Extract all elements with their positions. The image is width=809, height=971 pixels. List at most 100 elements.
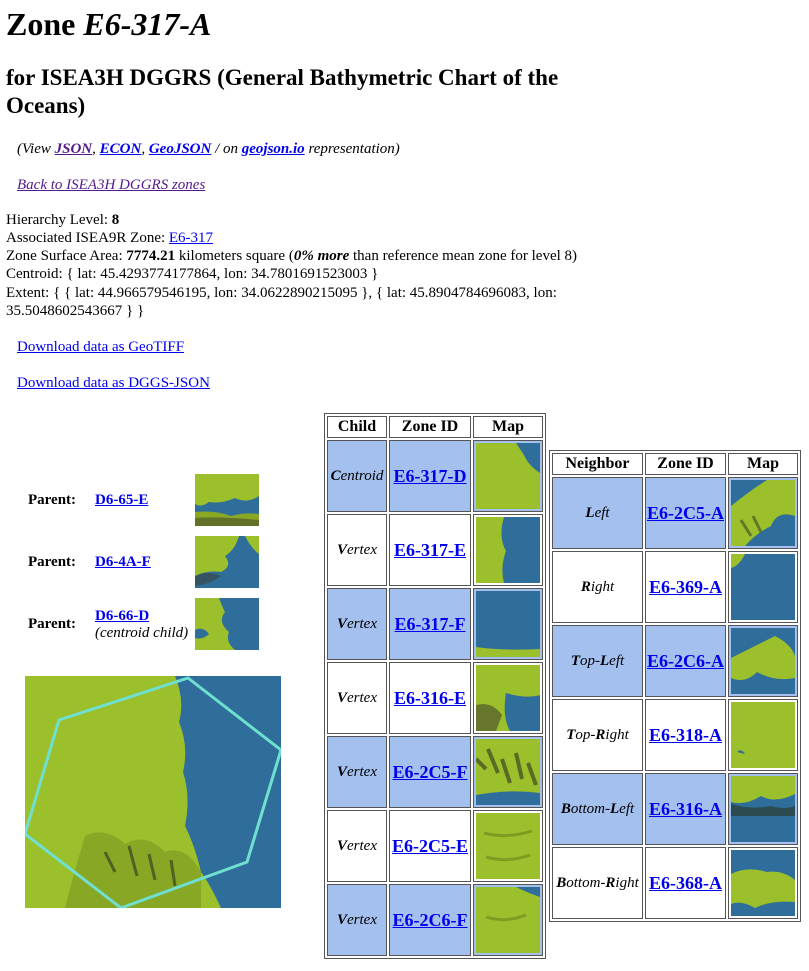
associated-zone-link[interactable]: E6-317 bbox=[168, 230, 214, 246]
neighbor-zone-link[interactable]: E6-2C5-A bbox=[647, 502, 724, 523]
centroid: Centroid: { lat: 45.4293774177864, lon: … bbox=[6, 266, 379, 282]
neighbor-row: Top-Right E6-318-A bbox=[552, 699, 798, 771]
parent-map-image bbox=[195, 474, 259, 526]
child-zone-id-cell: E6-317-F bbox=[389, 588, 471, 660]
column-header-map: Map bbox=[473, 416, 543, 438]
zone-map-image bbox=[25, 676, 281, 908]
surface-area: Zone Surface Area: 7774.21 kilometers sq… bbox=[6, 248, 578, 264]
neighbor-zone-link[interactable]: E6-316-A bbox=[649, 798, 722, 819]
children-table: Child Zone ID Map Centroid E6-317-D Vertex… bbox=[324, 413, 546, 959]
child-zone-link[interactable]: E6-317-E bbox=[394, 539, 466, 560]
centroid-child-note: (centroid child) bbox=[95, 625, 189, 641]
parent-map-thumbnail[interactable] bbox=[195, 598, 259, 650]
child-zone-link[interactable]: E6-317-F bbox=[394, 613, 466, 634]
table-header-row: Child Zone ID Map bbox=[327, 416, 543, 438]
parent-link[interactable]: D6-66-D bbox=[95, 608, 150, 624]
geojson-link[interactable]: GeoJSON bbox=[148, 141, 212, 157]
map-thumbnail[interactable] bbox=[731, 554, 795, 620]
map-cell bbox=[473, 514, 543, 586]
map-thumbnail[interactable] bbox=[476, 887, 540, 953]
neighbor-zone-link[interactable]: E6-369-A bbox=[649, 576, 722, 597]
parent-row: Parent: D6-4A-F bbox=[28, 536, 268, 588]
json-link[interactable]: JSON bbox=[54, 141, 93, 157]
map-thumbnail[interactable] bbox=[731, 776, 795, 842]
extent: Extent: { { lat: 44.966579546195, lon: 3… bbox=[6, 285, 557, 319]
child-zone-id-cell: E6-2C5-E bbox=[389, 810, 471, 882]
map-cell bbox=[728, 477, 798, 549]
map-thumbnail-image bbox=[476, 665, 540, 731]
map-cell bbox=[473, 736, 543, 808]
map-thumbnail[interactable] bbox=[731, 480, 795, 546]
neighbor-row: Bottom-Left E6-316-A bbox=[552, 773, 798, 845]
download-dggs-json-link[interactable]: Download data as DGGS-JSON bbox=[17, 375, 210, 391]
child-row: Vertex E6-2C5-F bbox=[327, 736, 543, 808]
neighbor-zone-id-cell: E6-318-A bbox=[645, 699, 726, 771]
parent-map-thumbnail[interactable] bbox=[195, 536, 259, 588]
neighbor-zone-id-cell: E6-369-A bbox=[645, 551, 726, 623]
representation-links: (View JSON, ECON, GeoJSON / on geojson.i… bbox=[17, 141, 400, 157]
parent-map-thumbnail[interactable] bbox=[195, 474, 259, 526]
map-thumbnail[interactable] bbox=[731, 850, 795, 916]
map-cell bbox=[473, 884, 543, 956]
child-row: Vertex E6-316-E bbox=[327, 662, 543, 734]
child-row: Centroid E6-317-D bbox=[327, 440, 543, 512]
map-thumbnail-image bbox=[731, 776, 795, 842]
neighbor-row: Left E6-2C5-A bbox=[552, 477, 798, 549]
map-thumbnail[interactable] bbox=[476, 739, 540, 805]
associated-zone: Associated ISEA9R Zone: E6-317 bbox=[6, 230, 214, 246]
hierarchy-level: Hierarchy Level: 8 bbox=[6, 212, 120, 228]
geojson-io-link[interactable]: geojson.io bbox=[241, 141, 305, 157]
map-thumbnail[interactable] bbox=[476, 443, 540, 509]
child-row: Vertex E6-2C6-F bbox=[327, 884, 543, 956]
download-geotiff-link[interactable]: Download data as GeoTIFF bbox=[17, 339, 185, 355]
map-thumbnail[interactable] bbox=[476, 813, 540, 879]
child-zone-id-cell: E6-2C6-F bbox=[389, 884, 471, 956]
zone-map[interactable] bbox=[25, 676, 281, 908]
child-kind: Vertex bbox=[327, 810, 387, 882]
neighbors-table: Neighbor Zone ID Map Left E6-2C5-A Right E6… bbox=[549, 450, 801, 922]
map-cell bbox=[728, 625, 798, 697]
child-zone-link[interactable]: E6-2C5-F bbox=[392, 761, 468, 782]
table-header-row: Neighbor Zone ID Map bbox=[552, 453, 798, 475]
map-thumbnail[interactable] bbox=[476, 517, 540, 583]
map-thumbnail-image bbox=[476, 739, 540, 805]
econ-link[interactable]: ECON bbox=[99, 141, 142, 157]
child-row: Vertex E6-317-F bbox=[327, 588, 543, 660]
map-thumbnail-image bbox=[476, 443, 540, 509]
title-zone-id: E6-317-A bbox=[83, 6, 212, 42]
child-zone-id-cell: E6-316-E bbox=[389, 662, 471, 734]
map-thumbnail[interactable] bbox=[731, 702, 795, 768]
child-kind: Vertex bbox=[327, 588, 387, 660]
back-to-zones-link[interactable]: Back to ISEA3H DGGRS zones bbox=[17, 177, 206, 193]
neighbor-zone-link[interactable]: E6-2C6-A bbox=[647, 650, 724, 671]
map-thumbnail-image bbox=[731, 850, 795, 916]
neighbor-direction: Top-Right bbox=[552, 699, 643, 771]
parent-link[interactable]: D6-4A-F bbox=[95, 554, 151, 570]
map-thumbnail[interactable] bbox=[476, 591, 540, 657]
neighbor-direction: Right bbox=[552, 551, 643, 623]
map-cell bbox=[728, 699, 798, 771]
child-zone-link[interactable]: E6-2C6-F bbox=[392, 909, 468, 930]
neighbor-direction: Top-Left bbox=[552, 625, 643, 697]
column-header-neighbor: Neighbor bbox=[552, 453, 643, 475]
neighbor-row: Bottom-Right E6-368-A bbox=[552, 847, 798, 919]
child-kind: Vertex bbox=[327, 736, 387, 808]
map-thumbnail-image bbox=[476, 887, 540, 953]
neighbor-zone-link[interactable]: E6-368-A bbox=[649, 872, 722, 893]
neighbor-zone-link[interactable]: E6-318-A bbox=[649, 724, 722, 745]
child-zone-link[interactable]: E6-316-E bbox=[394, 687, 466, 708]
parent-link[interactable]: D6-65-E bbox=[95, 492, 149, 508]
child-zone-id-cell: E6-317-E bbox=[389, 514, 471, 586]
parent-row: Parent: D6-65-E bbox=[28, 474, 268, 526]
neighbor-direction: Left bbox=[552, 477, 643, 549]
page-title: Zone E6-317-A bbox=[6, 6, 212, 42]
child-kind: Vertex bbox=[327, 514, 387, 586]
neighbor-zone-id-cell: E6-368-A bbox=[645, 847, 726, 919]
child-zone-link[interactable]: E6-2C5-E bbox=[392, 835, 468, 856]
map-thumbnail[interactable] bbox=[476, 665, 540, 731]
child-zone-link[interactable]: E6-317-D bbox=[393, 465, 467, 486]
neighbor-direction: Bottom-Left bbox=[552, 773, 643, 845]
child-zone-id-cell: E6-317-D bbox=[389, 440, 471, 512]
column-header-zone-id: Zone ID bbox=[389, 416, 471, 438]
map-thumbnail[interactable] bbox=[731, 628, 795, 694]
